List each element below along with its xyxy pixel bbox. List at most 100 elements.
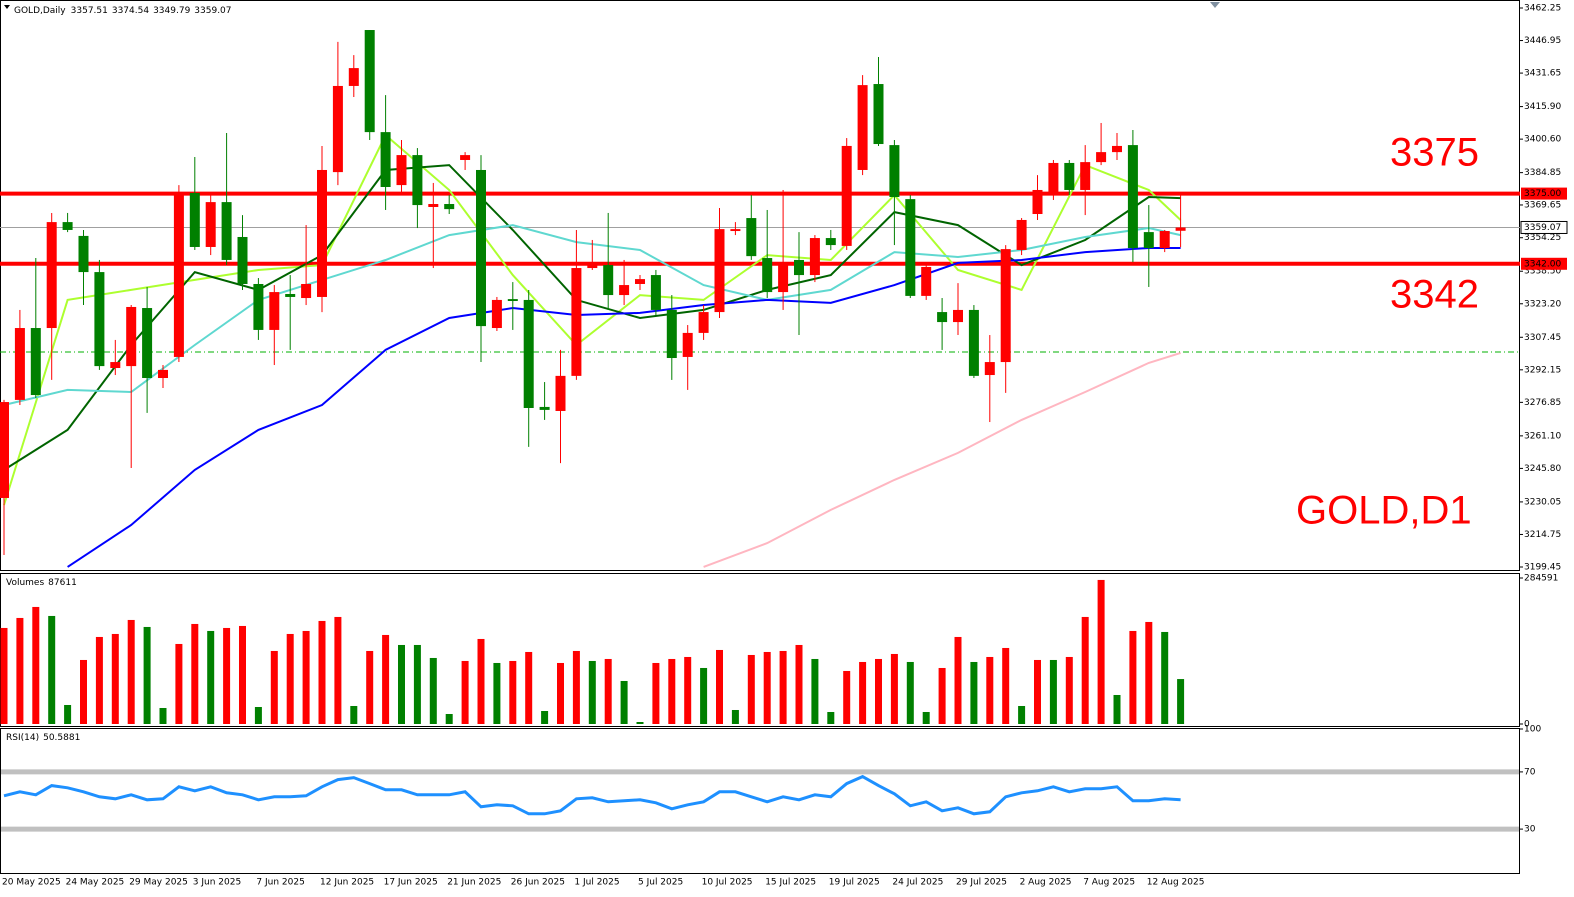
- candle-body: [332, 85, 343, 173]
- candle-body: [1127, 145, 1138, 249]
- last-price-label: 3359.07: [1524, 223, 1561, 233]
- volume-bar: [652, 662, 660, 724]
- candle-body: [1016, 219, 1027, 250]
- x-tick-label: 12 Aug 2025: [1147, 878, 1205, 888]
- x-tick-label: 3 Jun 2025: [193, 878, 241, 888]
- candle-body: [714, 229, 725, 313]
- symbol: GOLD,Daily: [14, 6, 66, 16]
- x-tick-label: 5 Jul 2025: [638, 878, 683, 888]
- candle-body: [905, 199, 916, 296]
- y-tick-label: 3415.90: [1524, 102, 1561, 112]
- y-tick-label: 0: [1524, 720, 1530, 730]
- candle-body: [317, 169, 327, 297]
- candle-body: [857, 85, 868, 170]
- candle-body: [396, 155, 407, 186]
- y-tick-label: 3462.25: [1524, 4, 1561, 14]
- volume-bar: [1081, 616, 1089, 724]
- volume-bar: [1145, 621, 1153, 724]
- candle-body: [921, 266, 932, 296]
- main-panel: [0, 0, 1520, 571]
- volume-bar: [0, 627, 8, 724]
- volume-bar: [938, 667, 946, 724]
- volume-bar: [207, 630, 215, 724]
- volume-bar: [716, 649, 723, 724]
- moving-average: [67, 247, 1181, 568]
- volume-bar: [541, 710, 549, 724]
- moving-average: [703, 351, 1181, 568]
- annotation: GOLD,D1: [1296, 489, 1472, 533]
- candle-body: [984, 362, 995, 376]
- volume-bar: [318, 620, 326, 724]
- volume-bar: [191, 623, 199, 724]
- shift-marker: [1210, 2, 1220, 8]
- y-tick-label: 3199.45: [1524, 563, 1561, 573]
- candle-body: [476, 169, 486, 327]
- candle-body: [78, 235, 89, 273]
- x-tick-label: 29 May 2025: [129, 878, 188, 888]
- candle-body: [428, 204, 439, 207]
- volume-bar: [175, 643, 183, 724]
- volume-bar: [509, 660, 517, 724]
- volume-bar: [668, 658, 676, 724]
- volume-bar: [32, 606, 40, 724]
- level-label: 3342.00: [1524, 259, 1561, 269]
- candle-body: [444, 204, 455, 210]
- candle-body: [635, 279, 645, 284]
- candle-body: [269, 292, 280, 330]
- volume-bar: [557, 662, 564, 724]
- x-tick-label: 7 Aug 2025: [1083, 878, 1135, 888]
- candle-body: [412, 155, 423, 206]
- volume-bar: [286, 633, 294, 724]
- annotation: 3375: [1390, 131, 1479, 175]
- rsi-line: [3, 774, 1181, 816]
- candle-body: [110, 362, 121, 369]
- candle-body: [968, 309, 979, 376]
- candle-body: [603, 265, 614, 296]
- rsi-label: RSI(14): [6, 733, 39, 743]
- volume-bar: [1002, 647, 1010, 724]
- volume-bar: [922, 711, 930, 724]
- x-tick-label: 24 Jul 2025: [892, 878, 943, 888]
- volume-bar: [366, 650, 374, 724]
- candle-body: [1143, 232, 1154, 249]
- volume-bar: [127, 619, 135, 724]
- volume-bar: [382, 634, 390, 724]
- y-tick-label: 3338.50: [1524, 267, 1561, 277]
- moving-average: [3, 133, 1182, 506]
- volume-bar: [620, 680, 628, 724]
- annotation: 3342: [1390, 273, 1479, 317]
- volume-bar: [588, 660, 596, 724]
- y-tick-label: 3431.65: [1524, 69, 1561, 79]
- x-tick-label: 12 Jun 2025: [320, 878, 374, 888]
- volume-bar: [731, 709, 739, 724]
- candle-body: [158, 369, 168, 379]
- candle-body: [1032, 189, 1043, 215]
- volume-bar: [350, 705, 358, 724]
- volume-header: Volumes 87611: [6, 578, 77, 588]
- candle-body: [30, 328, 41, 396]
- x-tick-label: 1 Jul 2025: [574, 878, 619, 888]
- volume-bar: [684, 656, 692, 724]
- volume-bar: [890, 653, 898, 724]
- candle-body: [937, 312, 948, 323]
- candle-body: [94, 272, 105, 367]
- volume-bar: [1129, 630, 1137, 724]
- x-tick-label: 26 Jun 2025: [511, 878, 565, 888]
- level-label: 3375.00: [1524, 189, 1561, 199]
- candle-body: [1080, 162, 1091, 190]
- volume-bar: [811, 658, 819, 724]
- candle-body: [666, 309, 677, 359]
- volume-bar: [254, 706, 262, 724]
- candle-body: [126, 306, 137, 367]
- volume-bar: [906, 661, 914, 724]
- candle-body: [650, 275, 661, 310]
- candle-body: [619, 285, 630, 296]
- volume-bar: [239, 625, 246, 724]
- x-tick-label: 21 Jun 2025: [447, 878, 501, 888]
- x-tick-label: 20 May 2025: [2, 878, 61, 888]
- volume-bar: [429, 657, 437, 724]
- volume-bar: [986, 656, 994, 724]
- x-tick-label: 15 Jul 2025: [765, 878, 816, 888]
